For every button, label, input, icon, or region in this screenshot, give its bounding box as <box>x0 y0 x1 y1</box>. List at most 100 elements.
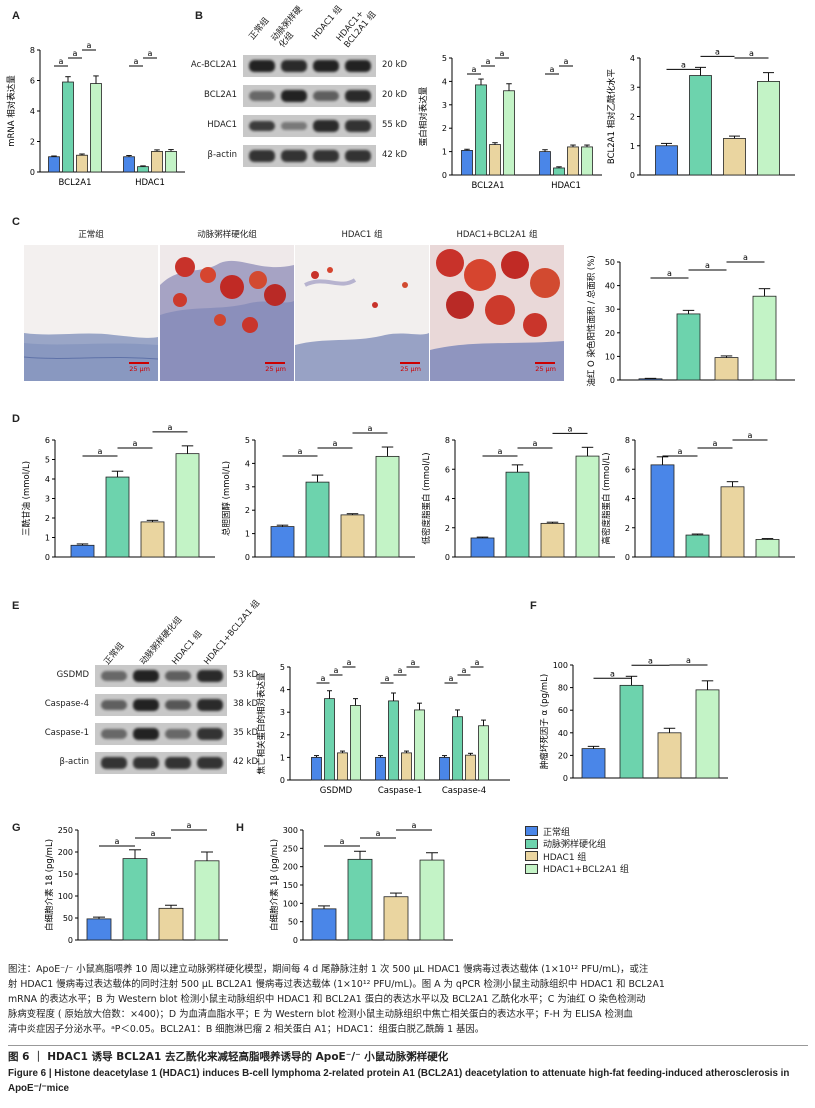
sig-label: a <box>686 656 691 665</box>
bar <box>383 896 409 941</box>
y-tick-label: 2 <box>630 113 635 122</box>
sig-label: a <box>59 57 64 66</box>
blot-kd-label: 20 kD <box>382 60 407 70</box>
blot-band <box>249 150 275 162</box>
y-tick-label: 200 <box>58 848 73 857</box>
y-tick-label: 0 <box>30 168 35 177</box>
sig-label: a <box>472 65 477 74</box>
y-tick-label: 3 <box>630 83 635 92</box>
legend-item: 动脉粥样硬化组 <box>525 838 629 850</box>
sig-label: a <box>715 47 720 56</box>
y-tick-label: 50 <box>605 258 615 267</box>
y-tick-label: 6 <box>45 436 50 445</box>
y-tick-label: 6 <box>445 465 450 474</box>
sig-label: a <box>533 439 538 448</box>
blot-kd-label: 42 kD <box>233 757 258 767</box>
x-tick-label: Caspase-1 <box>378 786 422 796</box>
y-tick-label: 0 <box>68 936 73 945</box>
sig-label: a <box>187 821 192 830</box>
y-tick-label: 20 <box>605 329 615 338</box>
micro-label: 动脉粥样硬化组 <box>197 230 257 240</box>
blot-band <box>165 729 191 739</box>
sig-label: a <box>340 837 345 846</box>
y-tick-label: 40 <box>605 282 615 291</box>
y-tick-label: 1 <box>630 142 635 151</box>
panel-letter-g: G <box>12 822 21 834</box>
y-axis-label: 肿瘤坏死因子 α (pg/mL) <box>539 674 550 769</box>
sig-label: a <box>749 49 754 58</box>
sig-label: a <box>376 829 381 838</box>
blot-row-label: Caspase-4 <box>44 699 89 709</box>
y-tick-label: 3 <box>280 708 285 717</box>
x-tick-label: GSDMD <box>320 786 353 796</box>
blot-strip <box>95 694 227 716</box>
sig-label: a <box>705 261 710 270</box>
blot-kd-label: 55 kD <box>382 120 407 130</box>
caption-line: 射 HDAC1 慢病毒过表达载体的同时注射 500 μL BCL2A1 慢病毒过… <box>8 979 665 990</box>
y-tick-label: 3 <box>245 483 250 492</box>
y-tick-label: 1 <box>45 534 50 543</box>
blot-strip <box>95 723 227 745</box>
y-tick-label: 0 <box>280 776 285 785</box>
legend: 正常组 动脉粥样硬化组 HDAC1 组 HDAC1+BCL2A1 组 <box>525 825 629 875</box>
y-tick-label: 2 <box>280 731 285 740</box>
chart-d-ldl: 0 2 4 6 8 低密度脂蛋白 (mmol/L) a a a <box>421 424 615 562</box>
blot-band <box>313 60 339 72</box>
panel-letter-f: F <box>530 600 537 612</box>
legend-item: HDAC1+BCL2A1 组 <box>525 863 629 875</box>
blot-band <box>281 150 307 162</box>
bar <box>311 908 337 941</box>
y-axis-label: 低密度脂蛋白 (mmol/L) <box>421 452 432 544</box>
sig-label: a <box>411 658 416 667</box>
micrograph-normal: 25 μm <box>24 245 158 381</box>
blot-band <box>249 120 275 132</box>
sig-label: a <box>333 439 338 448</box>
blot-band <box>165 700 191 710</box>
blot-row-label: Caspase-1 <box>44 728 89 738</box>
blot-band <box>345 60 371 72</box>
y-tick-label: 5 <box>245 436 250 445</box>
sig-label: a <box>681 60 686 69</box>
y-tick-label: 50 <box>288 918 298 927</box>
y-tick-label: 5 <box>280 663 285 672</box>
y-tick-label: 250 <box>58 826 73 835</box>
blot-band <box>313 91 339 101</box>
panel-letter-e: E <box>12 600 20 612</box>
sig-label: a <box>368 424 373 433</box>
sig-label: a <box>347 658 352 667</box>
y-tick-label: 4 <box>630 54 635 63</box>
y-tick-label: 0 <box>610 376 615 385</box>
blot-band <box>345 150 371 162</box>
scale-bar: 25 μm <box>265 362 286 373</box>
y-tick-label: 5 <box>442 54 447 63</box>
blot-band <box>281 121 307 131</box>
blot-strip <box>243 115 376 137</box>
blot-row-label: GSDMD <box>56 670 89 680</box>
caption-line: 脉病变程度 ( 原始放大倍数：×400)；D 为血清血脂水平；E 为 Weste… <box>8 1009 633 1020</box>
y-axis-label: 白细胞介素 18 (pg/mL) <box>44 839 55 931</box>
x-tick-label: BCL2A1 <box>472 181 505 191</box>
y-tick-label: 250 <box>283 844 298 853</box>
blot-band <box>101 700 127 710</box>
blot-band <box>281 90 307 102</box>
sig-label: a <box>500 49 505 58</box>
y-tick-label: 4 <box>30 107 35 116</box>
blot-band <box>197 699 223 711</box>
sig-label: a <box>385 674 390 683</box>
blot-strip <box>95 752 227 774</box>
y-tick-label: 20 <box>558 751 568 760</box>
blot-band <box>133 757 159 769</box>
y-tick-label: 4 <box>442 77 447 86</box>
sig-label: a <box>98 447 103 456</box>
y-tick-label: 1 <box>280 753 285 762</box>
blot-kd-label: 38 kD <box>233 699 258 709</box>
sig-label: a <box>462 666 467 675</box>
panel-letter-d: D <box>12 413 20 425</box>
y-tick-label: 0 <box>45 553 50 562</box>
y-tick-label: 8 <box>625 436 630 445</box>
y-tick-label: 60 <box>558 706 568 715</box>
sig-label: a <box>748 431 753 440</box>
sig-label: a <box>678 447 683 456</box>
